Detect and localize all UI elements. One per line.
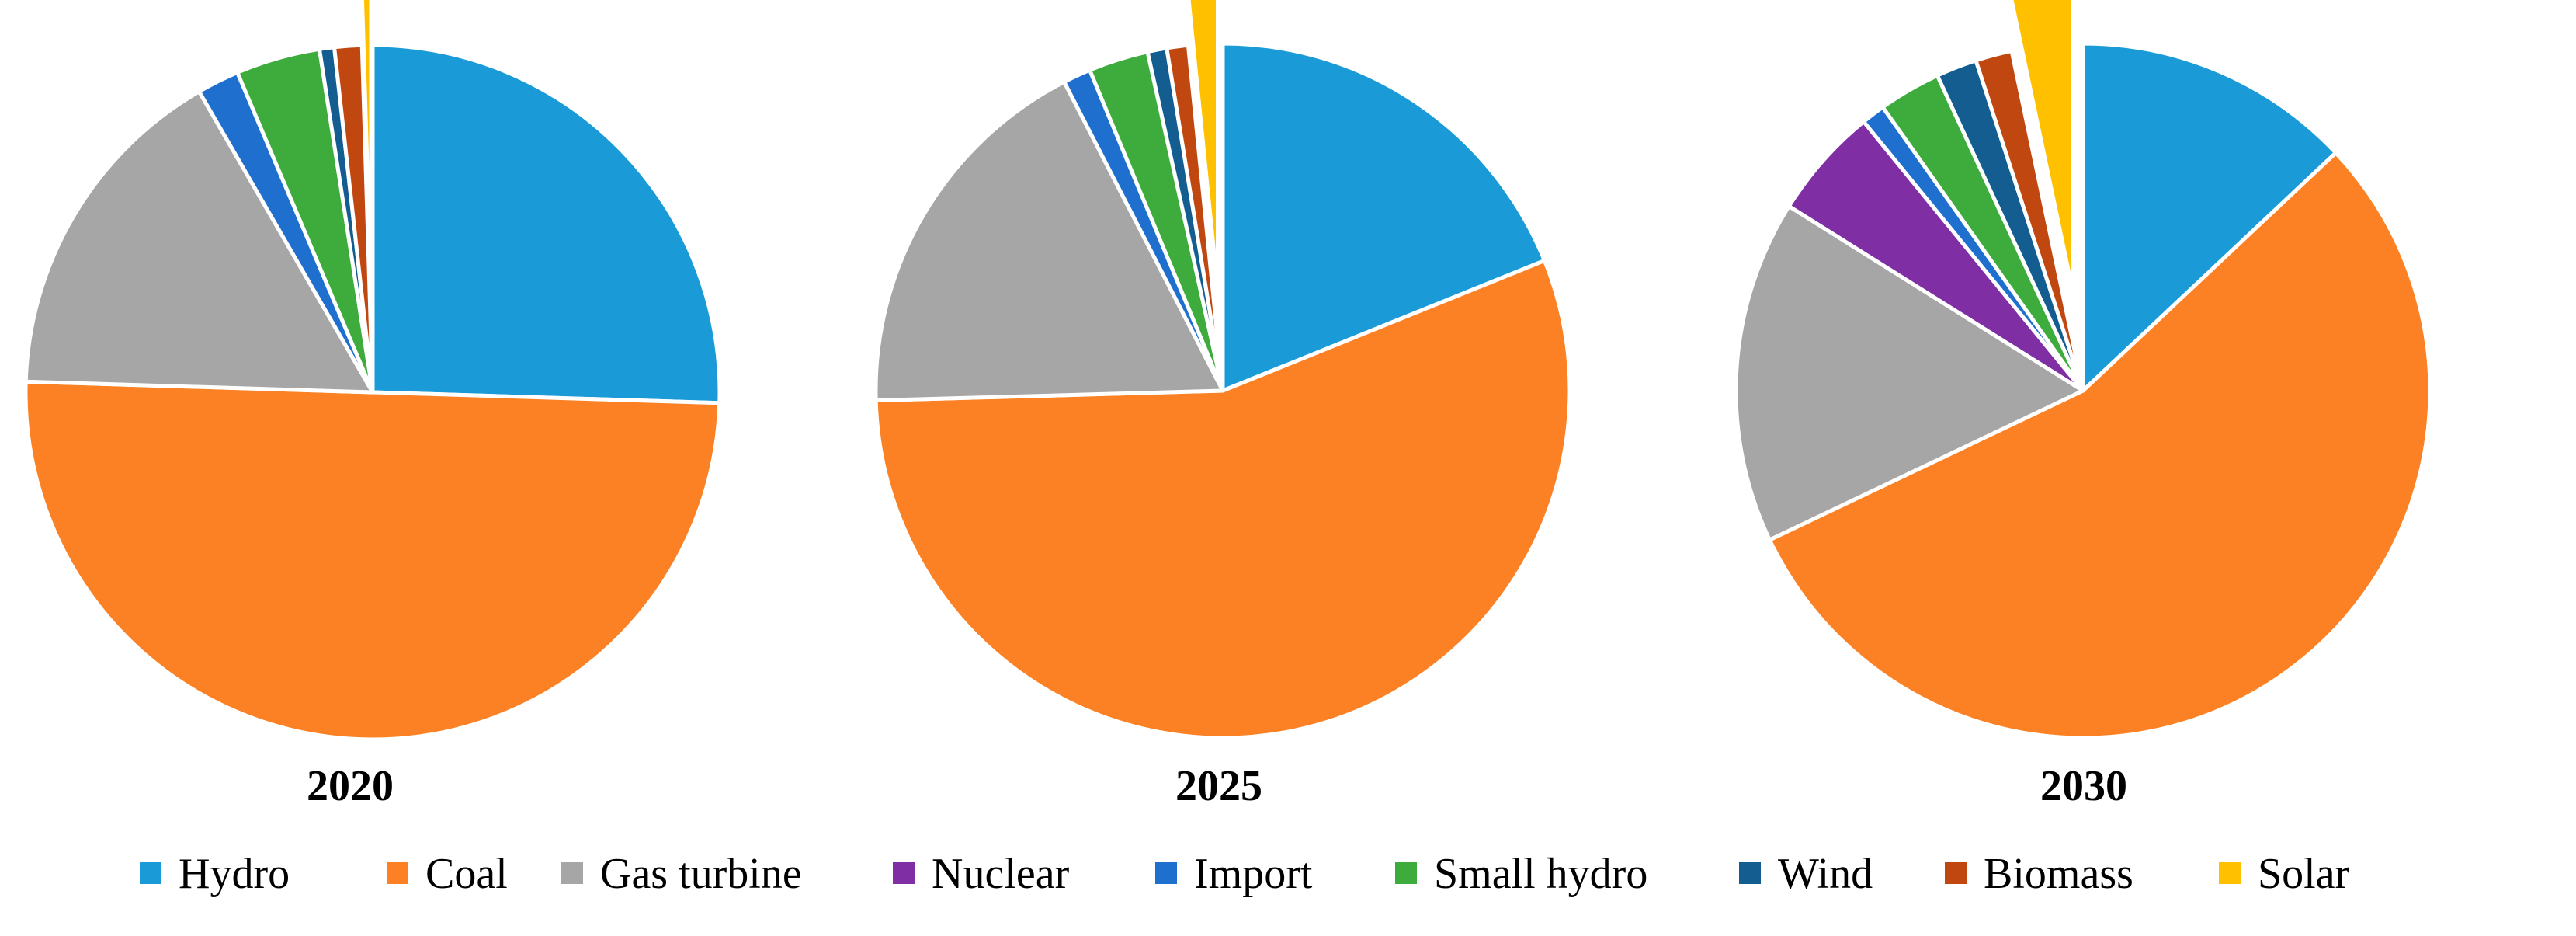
legend-item-solar: Solar	[2219, 850, 2350, 898]
pie-title-2025: 2025	[1175, 762, 1262, 810]
slice-2030-solar	[2009, 0, 2075, 293]
slice-2020-solar	[359, 0, 373, 294]
slice-2025-coal	[873, 258, 1572, 740]
legend-item-biomass: Biomass	[1945, 850, 2133, 898]
pie-2030: 3.3%	[1734, 0, 2432, 740]
legend-swatch-solar	[2219, 862, 2241, 884]
pie-2020: 0.5%	[23, 0, 722, 742]
legend-label-import: Import	[1194, 850, 1313, 898]
legend-label-biomass: Biomass	[1984, 850, 2133, 898]
legend-swatch-coal	[387, 862, 408, 884]
pie-title-2030: 2030	[2040, 762, 2127, 810]
pie-title-2020: 2020	[307, 762, 394, 810]
legend-item-small-hydro: Small hydro	[1395, 850, 1647, 898]
slice-2025-gas-turbine	[873, 79, 1225, 403]
legend-item-nuclear: Nuclear	[893, 850, 1070, 898]
legend-label-small-hydro: Small hydro	[1434, 850, 1647, 898]
legend-swatch-import	[1155, 862, 1177, 884]
legend-item-import: Import	[1155, 850, 1313, 898]
legend-item-hydro: Hydro	[140, 850, 290, 898]
legend-swatch-gas-turbine	[561, 862, 583, 884]
slice-2025-solar	[1186, 0, 1220, 292]
slice-2020-hydro	[370, 43, 722, 405]
pie-layer: 0.5%1.6%3.3%	[23, 0, 2432, 742]
legend-label-solar: Solar	[2258, 850, 2350, 898]
slice-2020-gas-turbine	[23, 89, 375, 395]
slice-2020-coal	[23, 379, 722, 742]
legend-item-gas-turbine: Gas turbine	[561, 850, 802, 898]
legend-swatch-biomass	[1945, 862, 1967, 884]
slice-2030-gas-turbine	[1734, 204, 2085, 542]
slice-2030-nuclear	[1786, 120, 2085, 393]
legend-label-wind: Wind	[1778, 850, 1873, 898]
slice-2025-hydro	[1220, 41, 1547, 393]
pie-2025: 1.6%	[873, 0, 1572, 740]
legend-swatch-hydro	[140, 862, 161, 884]
legend-swatch-small-hydro	[1395, 862, 1417, 884]
legend-item-coal: Coal	[387, 850, 508, 898]
slice-2025-biomass	[1165, 43, 1225, 393]
legend-item-wind: Wind	[1739, 850, 1873, 898]
slice-2030-biomass	[1974, 49, 2085, 393]
legend-label-nuclear: Nuclear	[932, 850, 1070, 898]
legend-label-coal: Coal	[425, 850, 508, 898]
legend-label-hydro: Hydro	[179, 850, 290, 898]
legend-swatch-nuclear	[893, 862, 915, 884]
legend-swatch-wind	[1739, 862, 1761, 884]
legend: Hydro Coal Gas turbine Nuclear Import Sm…	[140, 850, 2350, 898]
slice-2030-coal	[1767, 151, 2432, 740]
slice-2030-hydro	[2081, 41, 2338, 393]
legend-label-gas-turbine: Gas turbine	[600, 850, 802, 898]
